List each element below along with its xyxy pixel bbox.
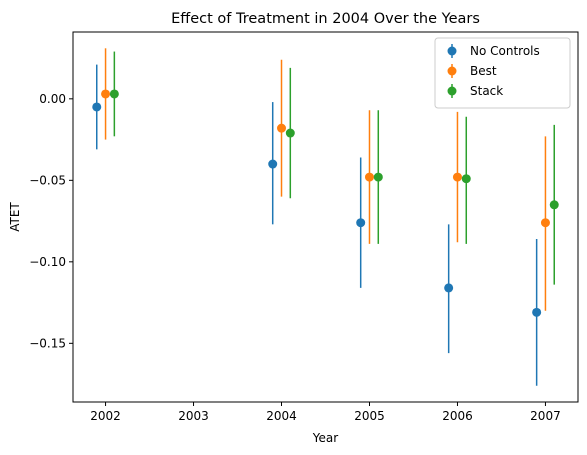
series-no-controls: [92, 64, 542, 386]
legend-marker: [447, 46, 457, 56]
x-axis: 2002 2003 2004 2005 2006 2007: [90, 402, 561, 423]
data-point: [532, 307, 542, 317]
x-tick-label: 2004: [266, 409, 297, 423]
series-layer: [92, 48, 559, 386]
data-point: [356, 218, 366, 228]
x-tick-label: 2002: [90, 409, 121, 423]
legend-label: No Controls: [470, 44, 540, 58]
legend-marker: [447, 86, 457, 96]
plot-area-frame: [72, 31, 579, 403]
data-point: [461, 174, 471, 184]
y-tick-label: −0.10: [29, 255, 66, 269]
data-point: [92, 102, 102, 112]
series-stack: [109, 51, 559, 285]
legend-label: Stack: [470, 84, 503, 98]
y-tick-label: −0.05: [29, 173, 66, 187]
y-tick-label: 0.00: [39, 92, 66, 106]
data-point: [549, 200, 559, 210]
data-point: [364, 172, 374, 182]
legend: No Controls Best Stack: [434, 37, 571, 109]
data-point: [268, 159, 278, 169]
series-best: [101, 48, 550, 311]
y-axis-label: ATET: [8, 202, 22, 232]
x-tick-label: 2006: [442, 409, 473, 423]
data-point: [285, 128, 295, 138]
chart-title: Effect of Treatment in 2004 Over the Yea…: [171, 11, 480, 27]
data-point: [373, 172, 383, 182]
x-tick-label: 2003: [178, 409, 209, 423]
data-point: [109, 89, 119, 99]
data-point: [277, 123, 287, 133]
legend-label: Best: [470, 64, 497, 78]
data-point: [444, 283, 454, 293]
legend-marker: [447, 66, 457, 76]
y-axis: 0.00 −0.05 −0.10 −0.15: [29, 92, 73, 350]
x-tick-label: 2007: [530, 409, 561, 423]
data-point: [452, 172, 462, 182]
legend-box: [434, 37, 571, 109]
x-tick-label: 2005: [354, 409, 385, 423]
data-point: [540, 218, 550, 228]
x-axis-label: Year: [312, 431, 338, 445]
y-tick-label: −0.15: [29, 336, 66, 350]
data-point: [101, 89, 111, 99]
